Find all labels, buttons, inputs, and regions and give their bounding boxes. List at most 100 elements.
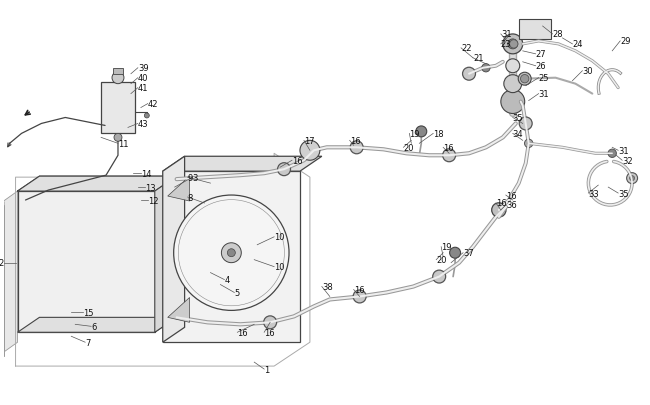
Text: 43: 43 bbox=[138, 119, 148, 129]
Polygon shape bbox=[168, 177, 190, 202]
Text: 16: 16 bbox=[264, 328, 275, 337]
Text: 11: 11 bbox=[118, 139, 129, 149]
Circle shape bbox=[504, 75, 522, 94]
Circle shape bbox=[525, 140, 533, 148]
Circle shape bbox=[503, 35, 523, 55]
Circle shape bbox=[627, 173, 638, 184]
Circle shape bbox=[112, 72, 124, 85]
Text: 5: 5 bbox=[235, 288, 240, 297]
Circle shape bbox=[264, 316, 277, 329]
Circle shape bbox=[227, 249, 235, 257]
Text: 15: 15 bbox=[83, 308, 94, 317]
Text: 16: 16 bbox=[496, 199, 506, 208]
Circle shape bbox=[353, 290, 366, 303]
Text: 1: 1 bbox=[264, 364, 269, 374]
Text: 16: 16 bbox=[292, 156, 303, 165]
Text: 12: 12 bbox=[148, 196, 159, 205]
Polygon shape bbox=[155, 177, 177, 333]
Circle shape bbox=[450, 247, 461, 258]
Text: 9: 9 bbox=[188, 173, 193, 182]
Polygon shape bbox=[4, 192, 18, 352]
Circle shape bbox=[630, 176, 634, 181]
Circle shape bbox=[443, 149, 456, 162]
Text: 18: 18 bbox=[433, 130, 444, 139]
Text: 16: 16 bbox=[350, 136, 360, 145]
Text: 31: 31 bbox=[539, 90, 549, 99]
Text: 20: 20 bbox=[404, 143, 414, 152]
Circle shape bbox=[608, 150, 616, 158]
Bar bbox=[162, 172, 300, 342]
Text: 3: 3 bbox=[192, 173, 198, 182]
Text: 38: 38 bbox=[322, 282, 333, 291]
Text: 31: 31 bbox=[501, 30, 512, 39]
Text: 30: 30 bbox=[582, 67, 593, 76]
Circle shape bbox=[501, 90, 525, 114]
Text: 31: 31 bbox=[618, 147, 629, 156]
Text: 14: 14 bbox=[141, 169, 151, 178]
Text: 4: 4 bbox=[224, 275, 229, 284]
Bar bbox=[101, 83, 135, 134]
Bar bbox=[519, 20, 551, 40]
Text: 10: 10 bbox=[274, 262, 285, 271]
Circle shape bbox=[174, 196, 289, 311]
Polygon shape bbox=[162, 157, 322, 172]
Bar bbox=[0, 205, 4, 356]
Polygon shape bbox=[162, 157, 185, 342]
Text: 7: 7 bbox=[85, 338, 90, 347]
Text: 17: 17 bbox=[304, 136, 315, 145]
Circle shape bbox=[510, 40, 518, 49]
Circle shape bbox=[144, 114, 150, 119]
Circle shape bbox=[506, 60, 520, 74]
Circle shape bbox=[416, 127, 427, 138]
Circle shape bbox=[519, 118, 532, 130]
Text: 33: 33 bbox=[588, 189, 599, 198]
Text: 24: 24 bbox=[573, 40, 583, 49]
Circle shape bbox=[482, 64, 490, 73]
Text: 36: 36 bbox=[506, 201, 517, 210]
Text: 8: 8 bbox=[188, 193, 193, 202]
Text: 13: 13 bbox=[145, 183, 155, 192]
Text: 26: 26 bbox=[536, 62, 546, 71]
Text: 35: 35 bbox=[618, 189, 629, 198]
Text: 27: 27 bbox=[536, 50, 546, 59]
Text: 23: 23 bbox=[501, 40, 512, 49]
Text: 37: 37 bbox=[463, 249, 474, 258]
Circle shape bbox=[433, 271, 446, 284]
Text: 32: 32 bbox=[622, 156, 633, 165]
Text: 40: 40 bbox=[138, 74, 148, 83]
Text: 16: 16 bbox=[506, 191, 517, 200]
Polygon shape bbox=[0, 205, 4, 356]
Text: 10: 10 bbox=[274, 233, 285, 242]
Circle shape bbox=[518, 73, 531, 86]
Text: 2: 2 bbox=[0, 258, 4, 267]
Text: 16: 16 bbox=[237, 328, 248, 337]
Text: 16: 16 bbox=[443, 143, 454, 152]
Polygon shape bbox=[18, 318, 177, 333]
Text: 22: 22 bbox=[461, 44, 471, 53]
Text: 28: 28 bbox=[552, 30, 563, 39]
Polygon shape bbox=[168, 298, 190, 322]
Circle shape bbox=[278, 163, 291, 176]
Text: 16: 16 bbox=[354, 285, 364, 294]
Text: 25: 25 bbox=[539, 74, 549, 83]
Text: 39: 39 bbox=[138, 64, 148, 73]
Text: 41: 41 bbox=[138, 84, 148, 93]
Text: 6: 6 bbox=[91, 322, 96, 331]
Circle shape bbox=[350, 141, 363, 154]
Text: 21: 21 bbox=[473, 54, 484, 63]
Text: 29: 29 bbox=[620, 37, 630, 46]
Text: 20: 20 bbox=[436, 256, 447, 264]
Circle shape bbox=[521, 75, 529, 84]
Bar bbox=[18, 192, 155, 333]
Circle shape bbox=[491, 203, 506, 217]
Text: 34: 34 bbox=[513, 130, 523, 139]
Text: 35: 35 bbox=[513, 114, 523, 123]
Circle shape bbox=[463, 68, 476, 81]
Circle shape bbox=[114, 134, 122, 142]
Polygon shape bbox=[18, 177, 177, 192]
Text: 19: 19 bbox=[410, 130, 420, 139]
Circle shape bbox=[508, 40, 518, 50]
Bar bbox=[113, 68, 123, 75]
Circle shape bbox=[222, 243, 241, 263]
Text: 42: 42 bbox=[148, 100, 159, 109]
